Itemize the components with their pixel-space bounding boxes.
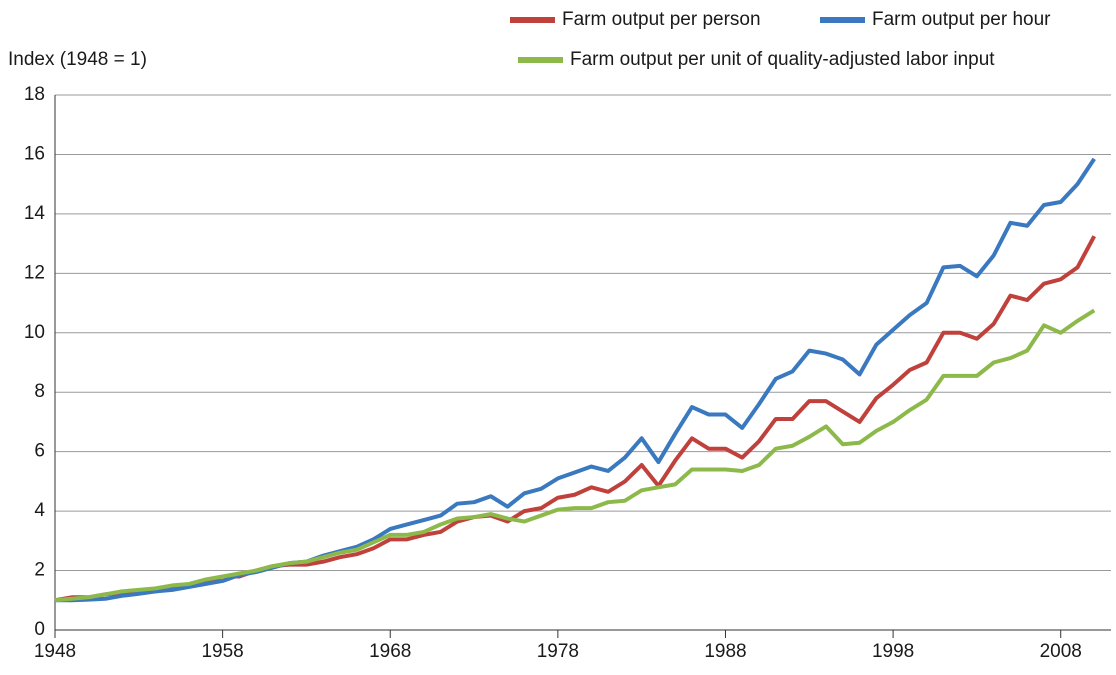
x-tick-label: 1988 bbox=[704, 641, 746, 662]
y-axis-label: Index (1948 = 1) bbox=[8, 49, 147, 70]
y-tick-label: 8 bbox=[34, 381, 45, 402]
series-line bbox=[54, 235, 1097, 603]
legend-label: Farm output per hour bbox=[872, 9, 1051, 30]
x-tick-label: 1998 bbox=[872, 641, 914, 662]
series-line bbox=[55, 157, 1096, 603]
y-tick-label: 14 bbox=[24, 203, 46, 224]
y-tick-label: 2 bbox=[34, 560, 45, 581]
legend-label: Farm output per unit of quality-adjusted… bbox=[570, 49, 995, 70]
y-tick-label: 16 bbox=[24, 143, 45, 164]
x-tick-label: 1948 bbox=[34, 641, 76, 662]
series-line bbox=[54, 308, 1096, 603]
x-tick-label: 2008 bbox=[1040, 641, 1082, 662]
legend-label: Farm output per person bbox=[562, 9, 761, 30]
x-tick-label: 1978 bbox=[537, 641, 579, 662]
y-tick-label: 18 bbox=[24, 84, 45, 105]
y-tick-label: 0 bbox=[34, 619, 45, 640]
x-tick-label: 1958 bbox=[201, 641, 243, 662]
y-tick-label: 12 bbox=[24, 262, 45, 283]
y-tick-label: 6 bbox=[34, 441, 45, 462]
x-tick-label: 1968 bbox=[369, 641, 411, 662]
y-tick-label: 10 bbox=[24, 322, 45, 343]
y-tick-label: 4 bbox=[34, 500, 45, 521]
